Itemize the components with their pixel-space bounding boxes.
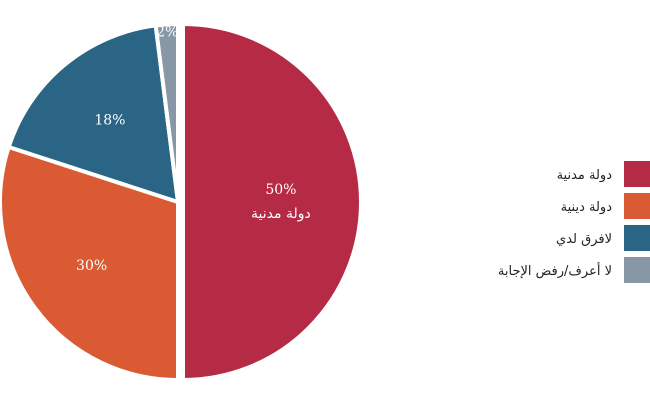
- pie-value-label-3: 2%: [156, 24, 178, 40]
- pie-value-label-0: 50%: [265, 182, 296, 198]
- legend-label-2: لافرق لدي: [556, 232, 612, 247]
- pie-slices: [0, 21, 363, 383]
- legend-label-1: دولة دينية: [561, 200, 613, 215]
- pie-slice-0: [181, 21, 363, 383]
- legend-swatch-0: [624, 161, 650, 187]
- legend-swatch-3: [624, 257, 650, 283]
- pie-inner-category-label-0: دولة مدنية: [251, 206, 311, 222]
- pie-slice-3: [153, 21, 180, 203]
- pie-slice-2: [6, 23, 181, 205]
- legend-label-0: دولة مدنية: [557, 168, 613, 183]
- legend-label-3: لا أعرف/رفض الإجابة: [498, 262, 612, 279]
- pie-slice-labels: 50% دولة مدنية 30% 18% 2%: [76, 24, 311, 273]
- legend-swatch-1: [624, 193, 650, 219]
- legend: دولة مدنية دولة دينية لافرق لدي لا أعرف/رفض…: [498, 161, 650, 283]
- pie-value-label-2: 18%: [94, 113, 125, 129]
- pie-value-label-1: 30%: [76, 258, 107, 274]
- legend-swatch-2: [624, 225, 650, 251]
- pie-slice-1: [0, 144, 180, 383]
